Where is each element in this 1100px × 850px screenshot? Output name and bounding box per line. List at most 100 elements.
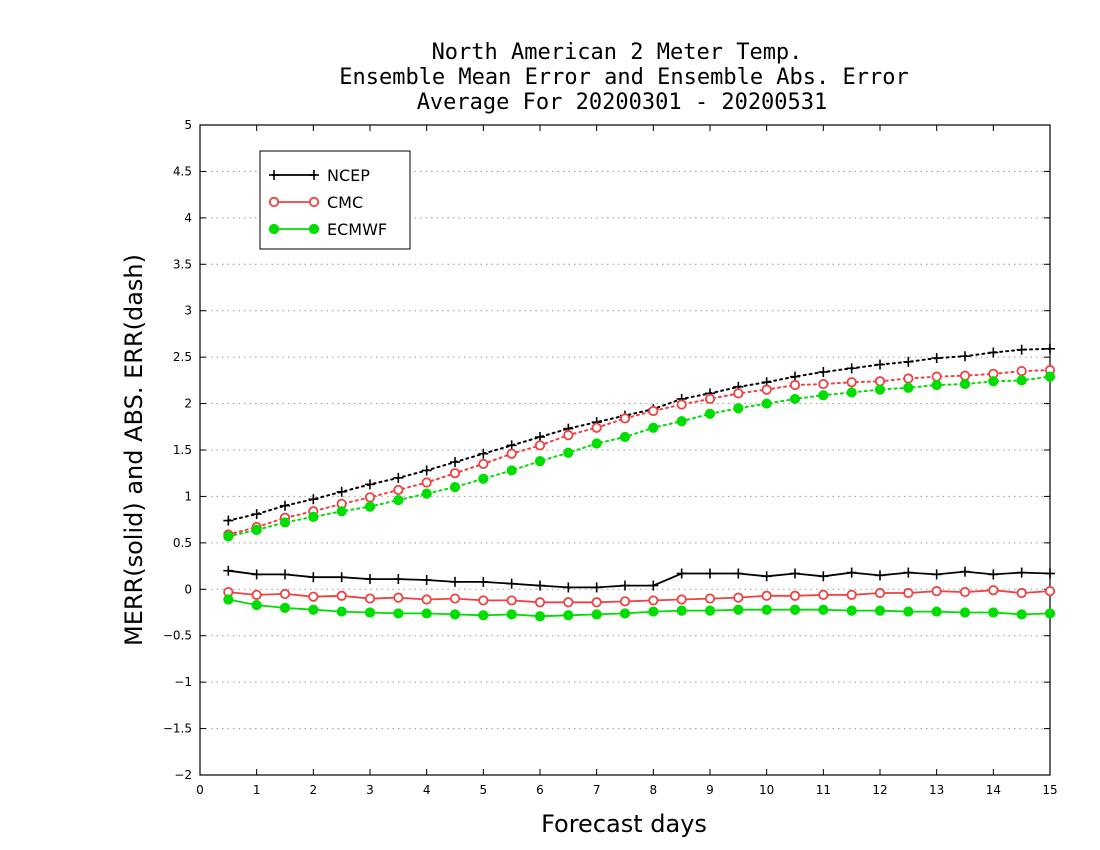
series-ncep-abserr-point [251,509,262,520]
series-ecmwf-abserr-point [676,416,687,427]
series-cmc-merr-point [421,594,432,605]
series-ecmwf-abserr-point [1044,371,1056,382]
series-ecmwf-abserr-point [1016,375,1027,386]
series-ncep-merr-point [875,570,885,581]
series-ecmwf-abserr-point [704,408,716,419]
series-ncep-abserr-point [988,347,999,358]
series-ncep-abserr-point [478,448,489,459]
series-ecmwf-merr-point [364,607,376,618]
series-ecmwf-merr-point [563,610,574,621]
series-cmc-merr-point [931,586,942,597]
series-ncep-merr-point [988,569,999,580]
series-ncep-merr-point [563,582,574,593]
y-tick-label: 0 [184,582,192,596]
legend: NCEP CMC ECMWF [259,150,411,250]
series-ncep [223,343,1055,593]
series-ecmwf-abserr-point [449,482,461,493]
series-ncep-merr-point [450,576,460,587]
series-ncep-merr-point [761,571,772,582]
series-ncep-abserr-point [903,356,914,367]
series-cmc-merr-point [506,595,517,606]
y-tick-label: 2 [184,397,192,411]
series-ecmwf-abserr-point [903,382,914,393]
series-ecmwf-merr-point [308,604,319,615]
y-tick-label: −1 [174,675,192,689]
series-ncep-merr-point [733,568,744,579]
series-ncep-abserr-point [1016,344,1027,355]
series-cmc-merr-point [704,593,716,604]
series-ecmwf-abserr-point [619,431,631,443]
legend-label: CMC [327,193,363,212]
series-cmc-merr-point [733,592,744,603]
series-ecmwf-merr-point [534,611,546,622]
series-ncep-merr-point [421,575,432,585]
series-cmc-merr-point [874,587,886,599]
series-ncep-merr-point [1016,567,1027,578]
chart-title-line-1: North American 2 Meter Temp. [432,40,803,65]
x-tick-label: 2 [310,783,318,797]
series-ncep-merr-point [705,568,715,579]
series-ecmwf-merr-line [228,598,1051,618]
grid-lines [200,170,1050,730]
series-cmc-abserr-point [846,377,857,388]
x-tick-label: 6 [536,783,544,797]
x-tick-label: 3 [366,783,374,797]
series-ecmwf-abserr-point [818,390,829,401]
series-ncep-merr-point [223,565,234,576]
series-ncep-merr-line [228,569,1051,589]
series-ecmwf-abserr-point [733,403,744,414]
x-tick-label: 9 [706,783,714,797]
series-cmc-merr-point [818,589,829,600]
series-ncep-abserr-point [818,367,829,377]
series-ecmwf-merr-point [959,607,971,618]
series-cmc-abserr-point [676,399,687,410]
series-ecmwf-abserr-point [478,473,489,484]
series-cmc-abserr-point [761,384,772,395]
series-cmc-merr-point [1016,587,1027,599]
x-tick-label: 13 [929,783,944,797]
series-cmc-abserr-point [393,484,404,496]
series-ecmwf-abserr-point [988,376,999,387]
legend-label: NCEP [327,166,370,185]
series-cmc-merr-point [251,589,262,600]
y-tick-label: 4 [184,211,192,225]
series-cmc-merr-point [619,596,631,607]
series-ecmwf-merr-point [506,609,517,620]
series-ecmwf-merr-point [789,604,801,615]
series-ncep-merr-point [903,567,914,578]
series-cmc-merr-point [308,591,319,602]
series-ecmwf-merr-point [761,604,772,615]
series-ncep-abserr-point [421,465,432,476]
series-cmc-merr-point [364,593,376,604]
x-tick-label: 5 [480,783,488,797]
series-ncep-merr-point [676,568,687,579]
legend-label: ECMWF [327,220,387,239]
series-ecmwf-merr-point [619,608,631,619]
legend-box [259,150,411,250]
series-ncep-merr-point [648,580,659,591]
series-cmc-abserr-point [563,430,574,441]
series-ncep-merr-point [506,578,517,589]
legend-marker [269,170,279,180]
series-ncep-abserr-point [393,472,404,483]
series-ncep-merr-point [818,571,829,582]
series-cmc-abserr-point [478,458,489,470]
series-ecmwf-abserr-point [648,422,659,433]
series-ncep-abserr-point [308,494,319,505]
series-cmc-abserr-point [789,379,801,391]
series-ncep-merr-point [251,569,262,580]
series-ncep-merr-point [790,568,800,579]
y-tick-label: 4.5 [173,164,192,178]
x-tick-label: 1 [253,783,261,797]
series-ecmwf-merr-point [449,609,461,620]
series-ncep-abserr-point [336,486,347,497]
series-ecmwf-merr-point [251,599,262,611]
legend-marker [308,223,320,235]
series-cmc-merr-point [449,593,461,604]
series-ecmwf-abserr-point [223,531,234,542]
series-ecmwf-abserr-point [279,517,291,528]
series-ecmwf-merr-point [1044,608,1056,619]
series-ecmwf-abserr-point [506,465,517,476]
series-ecmwf-abserr-point [563,447,574,458]
series-cmc-abserr-point [534,440,546,451]
